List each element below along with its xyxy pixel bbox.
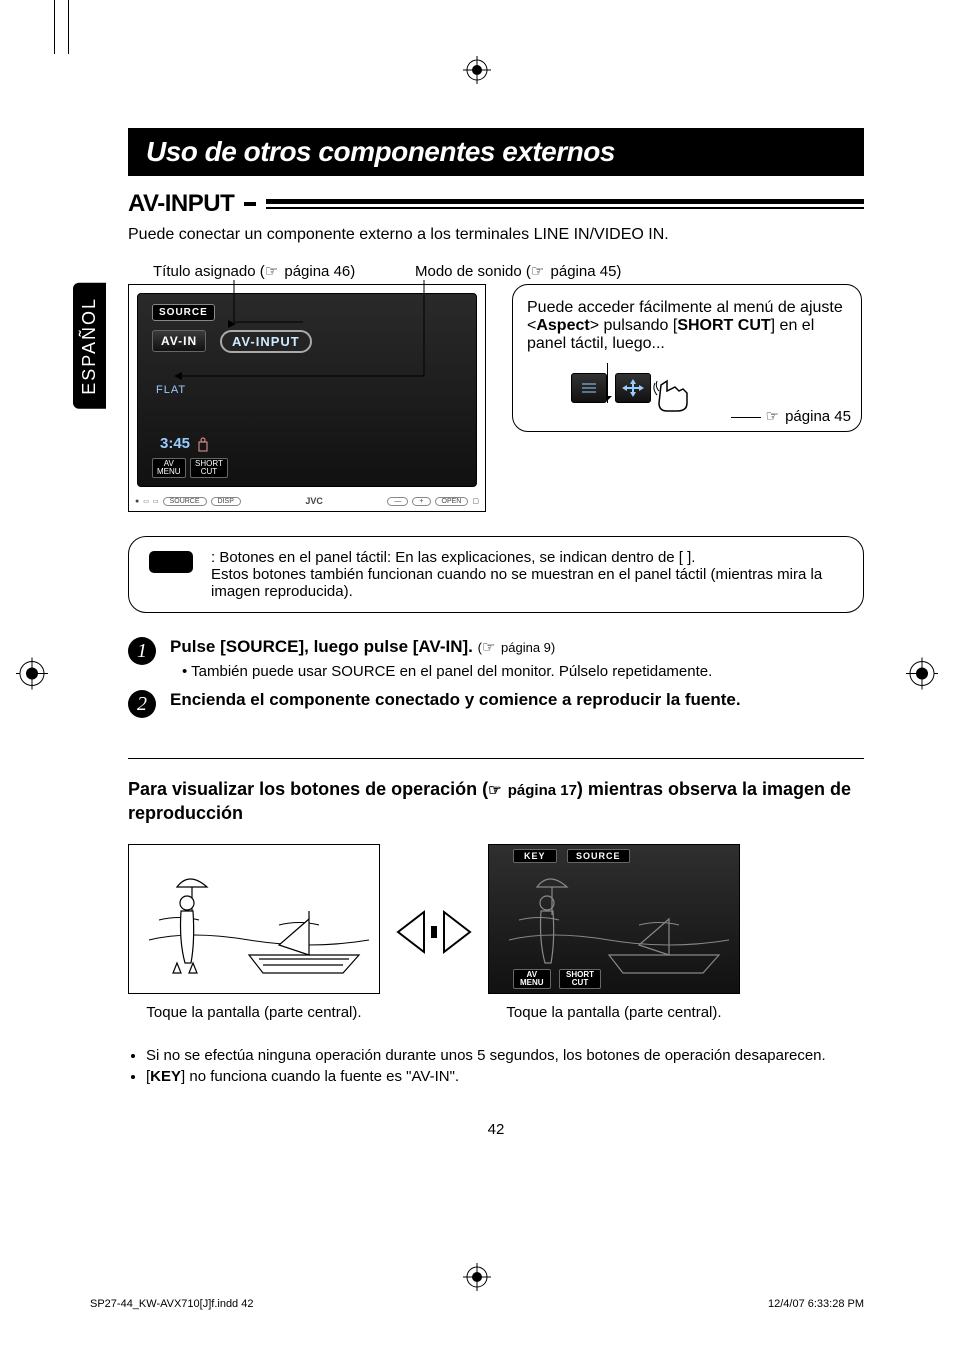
lcd-avin-label: AV-IN bbox=[152, 330, 206, 352]
print-footer: SP27-44_KW-AVX710[J]f.indd 42 12/4/07 6:… bbox=[90, 1298, 864, 1310]
illustration-right: KEY SOURCE AV MENU SHORT CUT bbox=[488, 844, 740, 994]
lcd-screen: SOURCE AV-IN AV-INPUT FLAT 3:45 AV MENU … bbox=[137, 293, 477, 487]
info-line-1: : Botones en el panel táctil: En las exp… bbox=[211, 549, 847, 566]
black-chip-icon bbox=[149, 551, 193, 573]
page-ref-46: página 46) bbox=[265, 263, 356, 280]
step-1-number: 1 bbox=[128, 637, 156, 665]
divider bbox=[128, 758, 864, 759]
registration-mark-left bbox=[16, 658, 48, 695]
step-2: 2 Encienda el componente conectado y com… bbox=[128, 690, 864, 718]
section-rule bbox=[266, 199, 864, 209]
section-heading-row: AV-INPUT bbox=[128, 190, 864, 218]
lcd-avmenu-button: AV MENU bbox=[152, 458, 186, 478]
screen-labels: Título asignado ( página 46) Modo de son… bbox=[128, 262, 864, 280]
overlay-source-button: SOURCE bbox=[567, 849, 630, 863]
touch-panel-info-box: : Botones en el panel táctil: En las exp… bbox=[128, 536, 864, 613]
step-2-lead: Encienda el componente conectado y comie… bbox=[170, 690, 741, 709]
page-number: 42 bbox=[128, 1121, 864, 1138]
page-ref-45b: página 45 bbox=[731, 407, 851, 425]
device-mockup: SOURCE AV-IN AV-INPUT FLAT 3:45 AV MENU … bbox=[128, 284, 486, 512]
note-1: Si no se efectúa ninguna operación duran… bbox=[146, 1047, 864, 1064]
lcd-avinput-pill: AV-INPUT bbox=[220, 330, 312, 353]
hand-pointer-icon bbox=[653, 373, 697, 413]
aspect-shortcut-box: Puede acceder fácilmente al menú de ajus… bbox=[512, 284, 862, 432]
step-2-number: 2 bbox=[128, 690, 156, 718]
section2-heading: Para visualizar los botones de operación… bbox=[128, 777, 864, 826]
footer-timestamp: 12/4/07 6:33:28 PM bbox=[768, 1298, 864, 1310]
lcd-flat-label: FLAT bbox=[156, 384, 186, 396]
toggle-arrows-icon bbox=[394, 902, 474, 962]
registration-mark-right bbox=[906, 658, 938, 695]
brand-label: JVC bbox=[305, 496, 323, 506]
list-icon bbox=[571, 373, 607, 403]
illustration-left bbox=[128, 844, 380, 994]
overlay-key-button: KEY bbox=[513, 849, 557, 863]
aspect-text-2: > pulsando [ bbox=[590, 317, 678, 334]
caption-right: Toque la pantalla (parte central). bbox=[488, 1004, 740, 1021]
step-1-lead: Pulse [SOURCE], luego pulse [AV-IN]. bbox=[170, 637, 478, 656]
language-tab: ESPAÑOL bbox=[73, 283, 106, 409]
step-1: 1 Pulse [SOURCE], luego pulse [AV-IN]. (… bbox=[128, 637, 864, 680]
lcd-time: 3:45 bbox=[160, 435, 190, 452]
intro-text: Puede conectar un componente externo a l… bbox=[128, 226, 864, 244]
sound-mode-label: Modo de sonido ( bbox=[415, 263, 531, 280]
registration-mark-top bbox=[463, 56, 491, 89]
step-1-ref: (( página 9) página 9) bbox=[478, 640, 556, 655]
page-title: Uso de otros componentes externos bbox=[128, 128, 864, 176]
step-1-sub: • También puede usar SOURCE en el panel … bbox=[182, 663, 712, 680]
page-ref-45a: página 45) bbox=[531, 263, 622, 280]
note-2: [KEY] no funciona cuando la fuente es "A… bbox=[146, 1068, 864, 1085]
aspect-bold-2: SHORT CUT bbox=[677, 317, 770, 334]
overlay-avmenu-button: AV MENU bbox=[513, 969, 551, 989]
section-rule-dash bbox=[244, 202, 256, 206]
aspect-arrows-icon bbox=[615, 373, 651, 403]
clock-icon bbox=[196, 436, 210, 454]
registration-mark-bottom bbox=[463, 1263, 491, 1296]
device-bottom-bar: ● ▭ ▭ SOURCE DISP JVC — + OPEN ▢ bbox=[129, 491, 485, 511]
assigned-title-label: Título asignado ( bbox=[153, 263, 265, 280]
lcd-source-button: SOURCE bbox=[152, 304, 215, 321]
notes-list: Si no se efectúa ninguna operación duran… bbox=[128, 1047, 864, 1085]
caption-left: Toque la pantalla (parte central). bbox=[128, 1004, 380, 1021]
overlay-shortcut-button: SHORT CUT bbox=[559, 969, 601, 989]
info-line-2: Estos botones también funcionan cuando n… bbox=[211, 566, 847, 600]
lcd-shortcut-button: SHORT CUT bbox=[190, 458, 228, 478]
footer-file: SP27-44_KW-AVX710[J]f.indd 42 bbox=[90, 1298, 253, 1310]
aspect-bold-1: Aspect bbox=[536, 317, 589, 334]
section-heading: AV-INPUT bbox=[128, 190, 234, 218]
